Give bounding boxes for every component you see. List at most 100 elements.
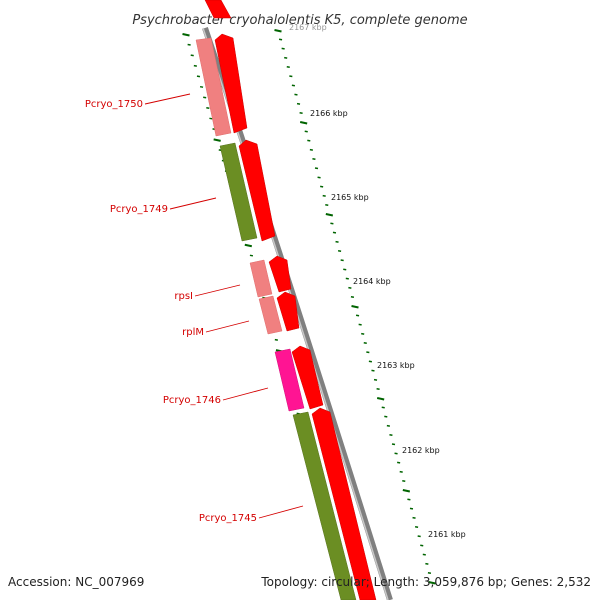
outer-tick	[427, 572, 432, 575]
outer-tick	[402, 480, 406, 483]
ruler-label-2161: 2161 kbp	[428, 530, 466, 539]
ruler-label-2166: 2166 kbp	[310, 109, 348, 118]
gene-label-pcryo-1745[interactable]: Pcryo_1745	[199, 513, 257, 524]
outer-tick	[412, 516, 416, 519]
gene-block-pcryo-1746[interactable]	[274, 348, 305, 412]
outer-tick	[304, 130, 308, 133]
outer-tick	[386, 424, 390, 427]
outer-tick	[373, 378, 378, 381]
cds-arrow[interactable]	[238, 139, 276, 242]
outer-ticks	[274, 29, 436, 585]
ruler-label-2163: 2163 kbp	[377, 361, 415, 370]
outer-tick	[420, 544, 424, 547]
outer-tick	[371, 369, 375, 372]
outer-tick	[384, 415, 388, 418]
outer-tick	[289, 75, 293, 78]
outer-tick	[320, 185, 324, 188]
outer-tick	[376, 388, 380, 391]
cds-arrow[interactable]	[291, 345, 324, 410]
outer-tick	[394, 452, 398, 455]
gene-block-rpsi[interactable]	[249, 259, 273, 298]
outer-tick	[335, 240, 339, 243]
inner-tick	[199, 85, 204, 88]
gene-block-pcryo-1745[interactable]	[292, 411, 357, 600]
ruler-label-2167: 2167 kbp	[289, 23, 327, 32]
cds-arrow[interactable]	[311, 407, 377, 600]
outer-tick	[307, 139, 311, 142]
outer-tick	[278, 38, 283, 41]
gene-labels: Pcryo_1750 Pcryo_1749 rpsI rplM Pcryo_17…	[85, 93, 304, 524]
inner-tick	[193, 64, 197, 67]
gene-label-pcryo-1749[interactable]: Pcryo_1749	[110, 204, 168, 215]
inner-tick	[206, 107, 210, 110]
inner-tick	[182, 33, 190, 37]
outer-tick	[428, 581, 436, 585]
cds-arrow[interactable]	[268, 255, 292, 293]
inner-tick	[209, 117, 213, 120]
outer-tick	[425, 562, 429, 565]
outer-tick	[322, 194, 326, 197]
outer-tick	[274, 29, 282, 33]
outer-tick	[358, 323, 362, 326]
outer-tick	[368, 360, 373, 363]
outer-tick	[350, 296, 355, 299]
outer-tick	[351, 305, 359, 309]
outer-tick	[363, 342, 367, 345]
outer-tick	[355, 314, 360, 317]
inner-tick	[203, 96, 207, 99]
outer-tick	[332, 231, 337, 234]
outer-tick	[409, 507, 414, 510]
inner-tick	[190, 54, 194, 57]
outer-tick	[317, 176, 321, 179]
outer-tick	[389, 434, 393, 437]
outer-tick	[407, 498, 411, 501]
outer-tick	[414, 526, 419, 529]
cds-arrow[interactable]	[214, 33, 248, 134]
ruler-label-2162: 2162 kbp	[402, 446, 440, 455]
gene-block-rplm[interactable]	[258, 295, 283, 335]
gene-label-rplm[interactable]: rplM	[182, 327, 204, 338]
gene-label-pcryo-1750[interactable]: Pcryo_1750	[85, 99, 143, 110]
cds-arrow[interactable]	[204, 0, 232, 19]
outer-tick	[402, 489, 411, 493]
outer-tick	[340, 259, 344, 262]
accession-text: Accession: NC_007969	[8, 575, 144, 589]
gene-label-rpsi[interactable]: rpsI	[174, 291, 193, 302]
outer-tick	[296, 102, 301, 105]
outer-tick	[314, 167, 319, 170]
outer-tick	[286, 66, 290, 69]
outer-tick	[348, 286, 352, 289]
outer-tick	[309, 148, 313, 151]
outer-tick	[417, 535, 421, 538]
outer-tick	[399, 470, 403, 473]
outer-tick	[381, 406, 385, 409]
inner-tick	[213, 138, 221, 142]
inner-tick	[196, 75, 201, 78]
outer-tick	[422, 553, 426, 556]
outer-tick	[345, 277, 349, 280]
gene-block-pcryo-1750[interactable]	[195, 37, 232, 137]
outer-tick	[312, 158, 316, 161]
outer-tick	[397, 461, 401, 464]
outer-tick	[330, 222, 334, 225]
outer-tick	[325, 213, 334, 217]
outer-tick	[284, 56, 288, 59]
gene-block-pcryo-1749[interactable]	[219, 142, 258, 242]
outer-tick	[361, 332, 365, 335]
cds-arrow[interactable]	[276, 291, 300, 332]
outer-tick	[376, 397, 385, 401]
inner-tick	[244, 243, 253, 248]
inner-tick	[249, 254, 254, 257]
genome-summary-text: Topology: circular; Length: 3,059,876 bp…	[260, 575, 591, 589]
outer-tick	[391, 443, 396, 446]
ruler-label-2165: 2165 kbp	[331, 193, 369, 202]
ruler-labels: 2167 kbp 2166 kbp 2165 kbp 2164 kbp 2163…	[289, 23, 466, 539]
inner-tick	[274, 338, 278, 341]
outer-tick	[343, 268, 347, 271]
outer-tick	[299, 112, 303, 115]
outer-tick	[294, 93, 298, 96]
outer-tick	[366, 351, 370, 354]
gene-label-pcryo-1746[interactable]: Pcryo_1746	[163, 395, 221, 406]
outer-tick	[337, 250, 342, 253]
